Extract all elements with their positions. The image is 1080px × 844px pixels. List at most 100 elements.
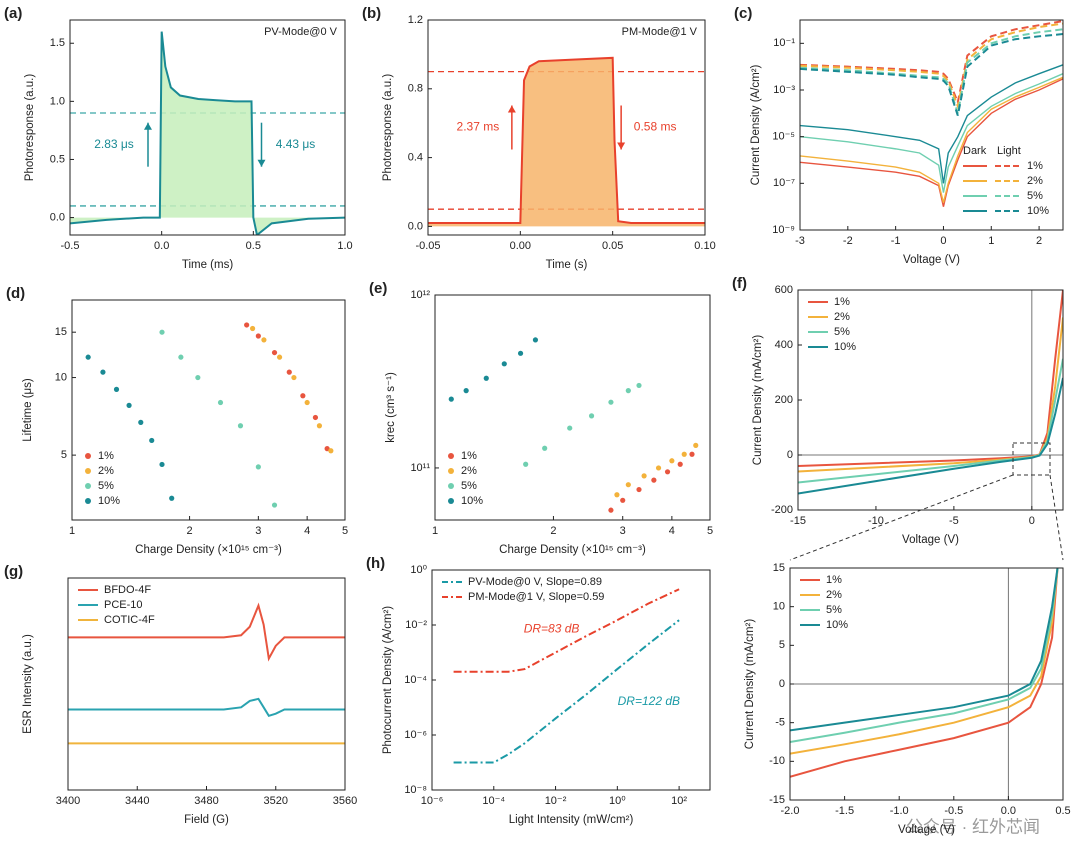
x-tick-label: 4 bbox=[304, 525, 310, 537]
legend-label: 10% bbox=[461, 495, 483, 507]
legend-label: 5% bbox=[98, 480, 114, 492]
point bbox=[250, 325, 256, 332]
y-tick-label: 600 bbox=[775, 284, 793, 296]
y-tick-label: 10⁻¹ bbox=[773, 37, 795, 49]
y-axis-label: Photoresponse (a.u.) bbox=[24, 74, 36, 182]
legend-marker bbox=[448, 468, 454, 474]
legend-marker bbox=[85, 498, 91, 504]
legend-header: Light bbox=[997, 145, 1021, 157]
x-tick-label: 0.0 bbox=[1001, 805, 1016, 817]
x-tick-label: 5 bbox=[342, 525, 348, 537]
x-tick-label: 10⁻² bbox=[545, 795, 567, 807]
point bbox=[291, 374, 297, 381]
panel: (c) -3 -2 -1 0 1 2 10⁻⁹ 10⁻⁷ 10⁻⁵ 10⁻³ 10⁻¹ Voltage … bbox=[734, 5, 1064, 266]
legend-header: Dark bbox=[963, 145, 987, 157]
x-tick-label: -1.0 bbox=[890, 805, 909, 817]
point bbox=[261, 337, 267, 343]
panel: (d) 1 2 3 4 5 5 10 15 Charge Density (×10¹⁵ cm⁻³)… bbox=[6, 285, 348, 556]
y-tick-label: 200 bbox=[775, 394, 793, 406]
panel-label: (b) bbox=[362, 5, 381, 22]
y-tick-label: 10 bbox=[55, 371, 67, 383]
point bbox=[608, 507, 614, 513]
y-tick-label: 10⁰ bbox=[410, 564, 427, 576]
panel: (g) 3400 3440 3480 3520 3560 Field (G) ESR Inte… bbox=[4, 563, 357, 826]
x-tick-label: -0.5 bbox=[944, 805, 963, 817]
x-tick-label: 0.5 bbox=[1055, 805, 1070, 817]
y-tick-label: 0.0 bbox=[50, 211, 65, 223]
y-tick-label: 0 bbox=[779, 678, 785, 690]
point bbox=[217, 399, 224, 406]
plot-area bbox=[428, 56, 705, 227]
x-tick-label: 10⁰ bbox=[609, 795, 626, 807]
point bbox=[463, 388, 469, 394]
light-line bbox=[800, 28, 1063, 114]
legend-label: 5% bbox=[834, 326, 850, 338]
point bbox=[532, 337, 539, 343]
y-tick-label: 10¹² bbox=[410, 289, 430, 301]
x-tick-label: 3560 bbox=[333, 795, 357, 807]
legend-label: 1% bbox=[98, 450, 114, 462]
point bbox=[328, 448, 334, 454]
x-tick-label: -2.0 bbox=[781, 805, 800, 817]
x-tick-label: -10 bbox=[868, 515, 884, 527]
legend-marker bbox=[448, 498, 454, 504]
panel: (e) 1 2 3 4 5 10¹¹ 10¹² Charge Density (×10¹⁵ cm… bbox=[369, 280, 713, 556]
y-tick-label: 0.0 bbox=[408, 220, 423, 232]
legend-label: 1% bbox=[834, 296, 850, 308]
legend-label: 5% bbox=[826, 604, 842, 616]
y-tick-label: 0.4 bbox=[408, 152, 423, 164]
line bbox=[800, 64, 1063, 184]
point bbox=[316, 423, 323, 429]
x-axis-label: Charge Density (×10¹⁵ cm⁻³) bbox=[499, 544, 646, 556]
y-tick-label: 10⁻⁶ bbox=[404, 729, 427, 741]
x-tick-label: 1 bbox=[432, 525, 438, 537]
y-tick-label: 10 bbox=[773, 601, 785, 613]
frame bbox=[789, 567, 1064, 801]
panel: (f) -15 -10 -5 0 -200 0 200 400 600 Voltage (V) Cur… bbox=[732, 275, 1064, 546]
frame bbox=[799, 19, 1064, 231]
legend-marker bbox=[85, 483, 91, 489]
point bbox=[677, 461, 683, 467]
legend-label: 1% bbox=[826, 574, 842, 586]
arrow-head bbox=[507, 105, 516, 113]
x-tick-label: 0 bbox=[1029, 515, 1035, 527]
point bbox=[159, 329, 165, 335]
point bbox=[149, 437, 155, 444]
legend-label: 2% bbox=[826, 589, 842, 601]
frame bbox=[71, 299, 346, 521]
legend-marker bbox=[448, 453, 454, 459]
y-tick-label: 15 bbox=[773, 562, 785, 574]
panel-label: (d) bbox=[6, 285, 25, 302]
frame bbox=[67, 577, 346, 791]
point bbox=[641, 473, 647, 479]
annotation: 2.37 ms bbox=[457, 120, 500, 134]
x-axis-label: Voltage (V) bbox=[898, 824, 955, 836]
line bbox=[790, 568, 1059, 778]
line bbox=[800, 73, 1063, 193]
x-tick-label: 3520 bbox=[264, 795, 288, 807]
y-tick-label: 10⁻⁷ bbox=[773, 177, 795, 189]
frame bbox=[427, 19, 706, 236]
zoom-box bbox=[1012, 442, 1051, 476]
point bbox=[636, 486, 642, 493]
legend-label: 1% bbox=[461, 450, 477, 462]
legend-label: 10% bbox=[98, 495, 120, 507]
frame bbox=[69, 19, 346, 236]
y-tick-label: 10⁻³ bbox=[773, 84, 795, 96]
y-tick-label: -15 bbox=[769, 794, 785, 806]
legend-label: 10% bbox=[826, 619, 848, 631]
point bbox=[178, 354, 184, 360]
x-tick-label: 3400 bbox=[56, 795, 80, 807]
y-axis-label: Photocurrent Density (A/cm²) bbox=[382, 606, 394, 754]
y-tick-label: 10⁻⁴ bbox=[404, 674, 427, 686]
line bbox=[453, 619, 680, 764]
y-axis-label: Current Density (mA/cm²) bbox=[744, 619, 756, 750]
line bbox=[68, 602, 345, 662]
plot-area bbox=[800, 20, 1063, 207]
line bbox=[790, 568, 1059, 755]
point bbox=[244, 322, 250, 328]
x-tick-label: 0 bbox=[940, 235, 946, 247]
point bbox=[126, 402, 132, 408]
chart-title: PV-Mode@0 V bbox=[264, 26, 338, 38]
x-tick-label: 2 bbox=[550, 525, 556, 537]
